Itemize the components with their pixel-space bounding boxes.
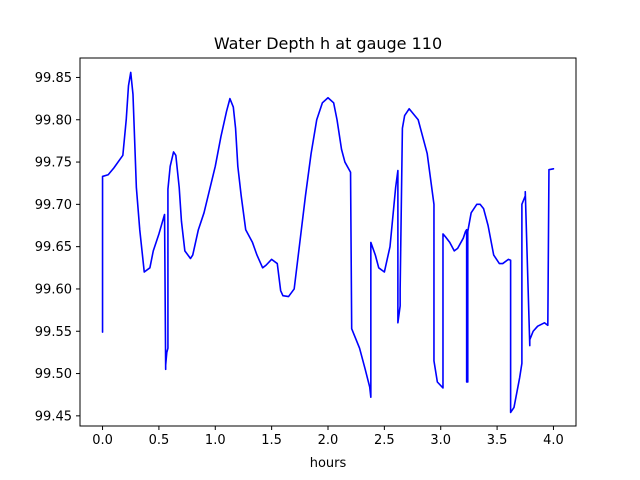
y-tick-label: 99.45 bbox=[35, 409, 72, 424]
x-tick-label: 3.0 bbox=[430, 433, 451, 448]
x-tick-label: 0.5 bbox=[149, 433, 170, 448]
x-axis-title: hours bbox=[310, 456, 347, 471]
x-axis: 0.0 0.5 1.0 1.5 2.0 2.5 3.0 3.5 4.0 bbox=[92, 426, 564, 448]
y-tick-label: 99.85 bbox=[35, 71, 72, 86]
y-tick-label: 99.75 bbox=[35, 156, 72, 171]
series-layer bbox=[101, 71, 555, 414]
y-axis: 99.45 99.50 99.55 99.60 99.65 99.70 99.75 99.80… bbox=[35, 71, 80, 424]
x-tick-label: 2.0 bbox=[318, 433, 339, 448]
y-tick-label: 99.50 bbox=[35, 367, 72, 382]
x-tick-label: 1.0 bbox=[205, 433, 226, 448]
y-tick-label: 99.55 bbox=[35, 325, 72, 340]
x-tick-label: 4.0 bbox=[543, 433, 564, 448]
x-tick-label: 1.5 bbox=[261, 433, 282, 448]
x-tick-label: 2.5 bbox=[374, 433, 395, 448]
y-tick-label: 99.70 bbox=[35, 198, 72, 213]
y-tick-label: 99.60 bbox=[35, 282, 72, 297]
chart-title: Water Depth h at gauge 110 bbox=[214, 34, 442, 53]
y-tick-label: 99.65 bbox=[35, 240, 72, 255]
x-tick-label: 0.0 bbox=[92, 433, 113, 448]
y-tick-label: 99.80 bbox=[35, 113, 72, 128]
series-line-0 bbox=[101, 71, 555, 414]
x-tick-label: 3.5 bbox=[487, 433, 508, 448]
